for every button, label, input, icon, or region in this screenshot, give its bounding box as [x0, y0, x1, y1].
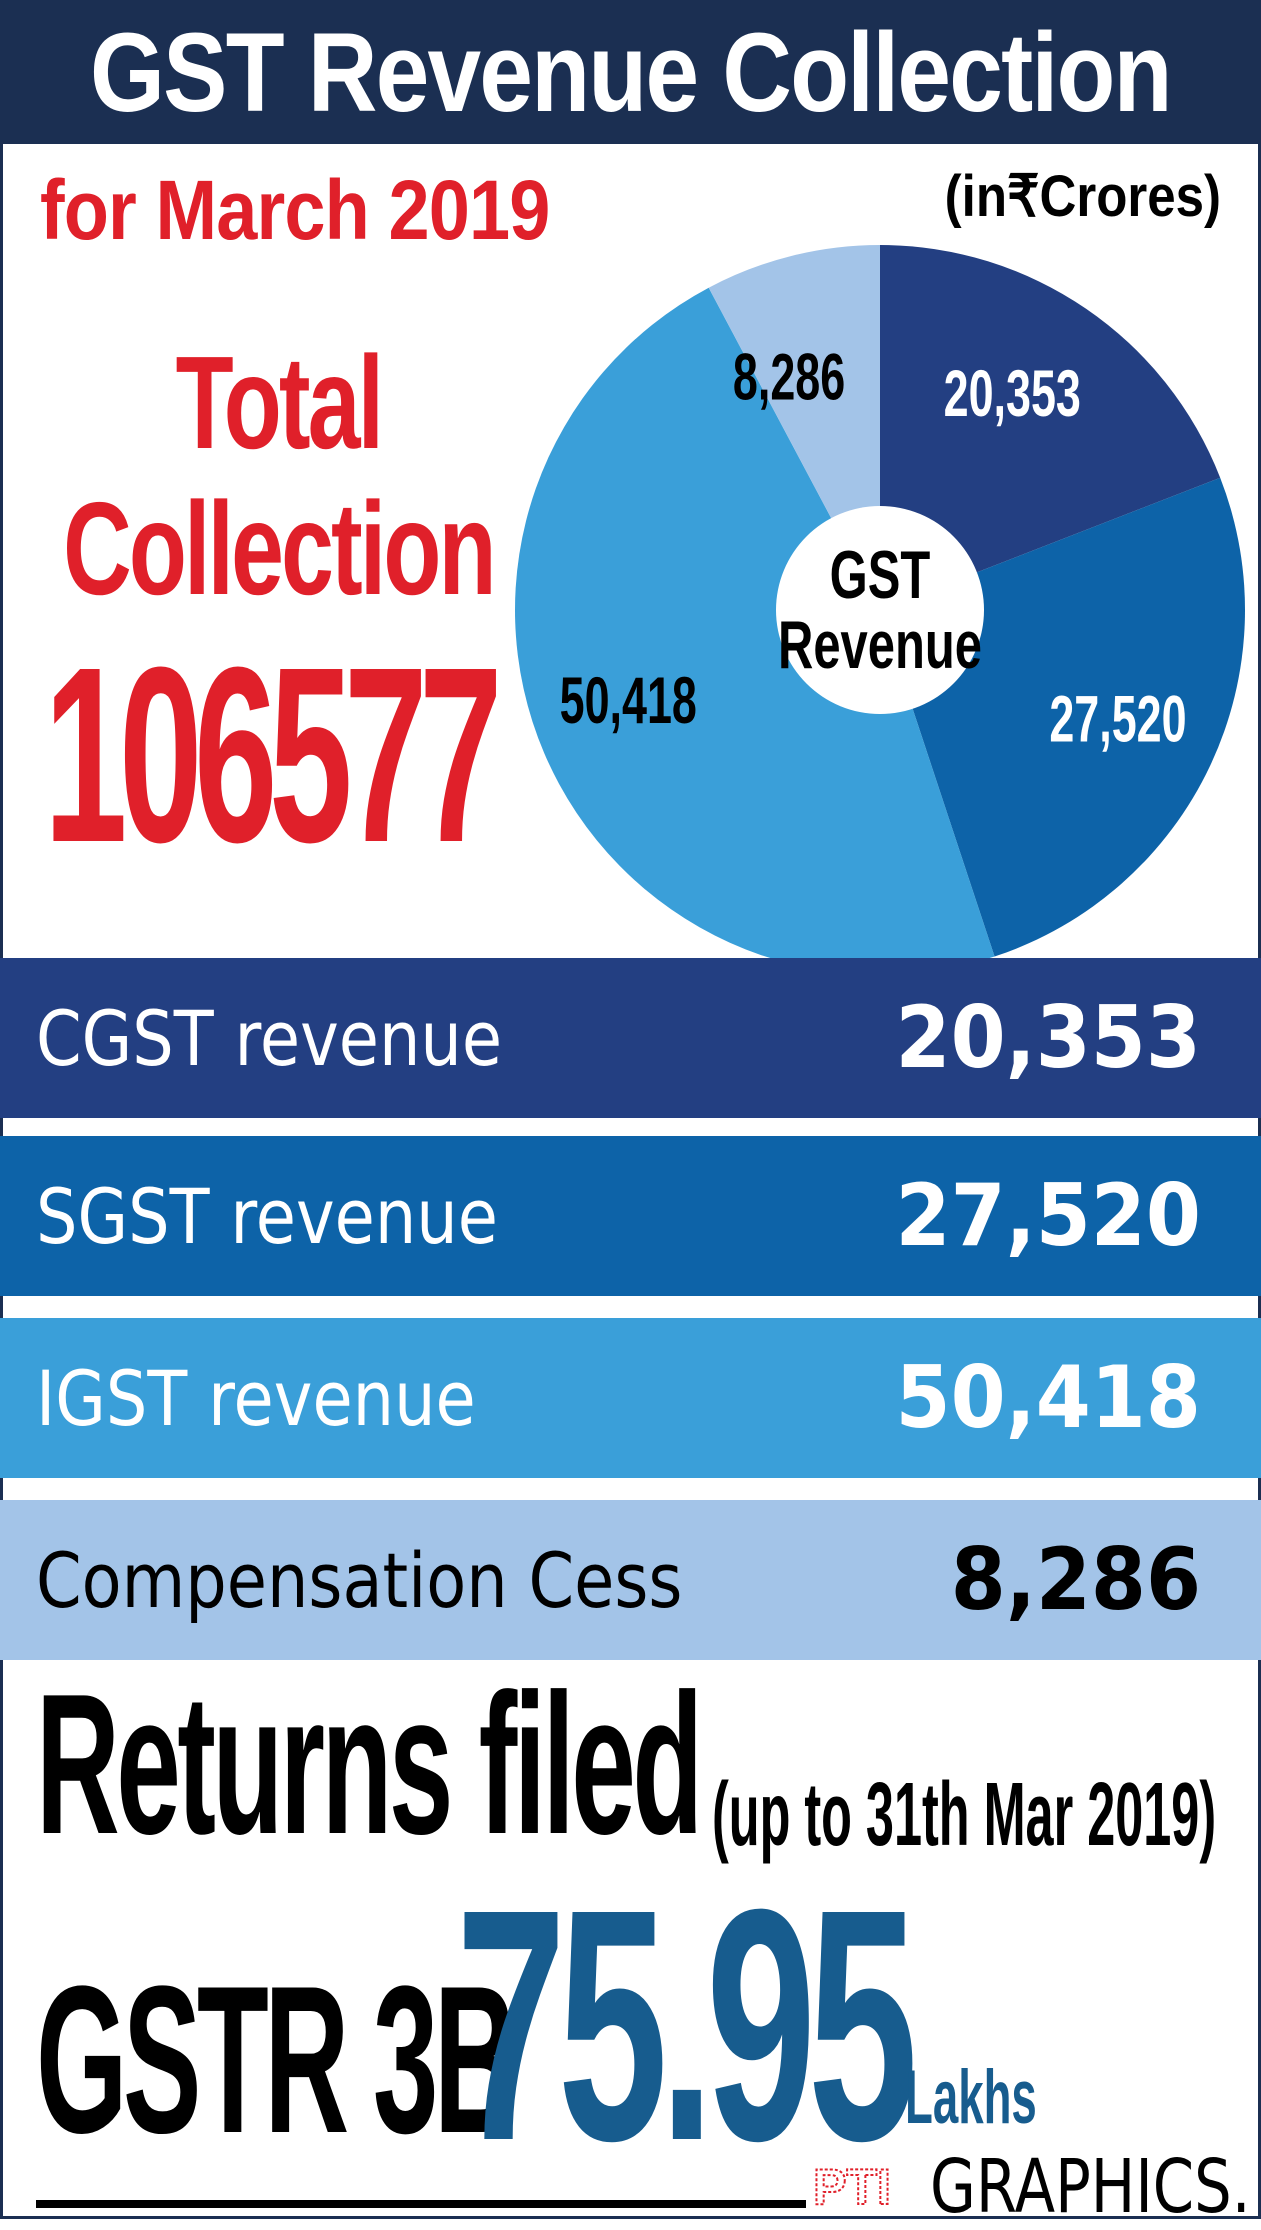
donut-center-hole: [776, 506, 984, 714]
footer-rule: [36, 2200, 806, 2208]
row-cgst-label: CGST revenue: [36, 993, 503, 1083]
donut-slices: [515, 245, 1245, 976]
total-collection-value: 106577: [44, 615, 503, 894]
donut-labels: 20,353 27,520 50,418 8,286: [560, 340, 1187, 756]
donut-slice-igst-revenue: [515, 287, 995, 976]
footer-brand: GRAPHICS.: [930, 2144, 1251, 2230]
row-cess: Compensation Cess 8,286: [0, 1500, 1261, 1660]
units-label: (in₹Crores): [944, 164, 1221, 229]
title-bar: GST Revenue Collection: [0, 0, 1261, 144]
total-label-line1: Total: [175, 329, 384, 476]
row-igst-value: 50,418: [895, 1348, 1201, 1448]
row-sgst: SGST revenue 27,520: [0, 1136, 1261, 1296]
returns-date-note: (up to 31th Mar 2019): [712, 1765, 1217, 1865]
center-label-gst: GST: [830, 536, 931, 613]
pti-logo: PTI: [812, 2158, 892, 2214]
center-label-revenue: Revenue: [778, 606, 982, 683]
total-label-line2: Collection: [63, 475, 496, 622]
row-cgst: CGST revenue 20,353: [0, 958, 1261, 1118]
period-subtitle: for March 2019: [40, 163, 550, 257]
donut-label-compensation-cess: 8,286: [733, 340, 845, 414]
row-cess-value: 8,286: [950, 1530, 1201, 1630]
pti-logo-text: PTI: [813, 2159, 891, 2214]
row-igst: IGST revenue 50,418: [0, 1318, 1261, 1478]
donut-label-sgst-revenue: 27,520: [1049, 682, 1186, 756]
row-igst-label: IGST revenue: [36, 1353, 476, 1443]
row-cess-label: Compensation Cess: [36, 1535, 683, 1625]
page-title: GST Revenue Collection: [90, 9, 1172, 135]
gst-revenue-donut-chart: GST Revenue 20,353 27,520 50,418 8,286: [515, 245, 1245, 976]
gstr-3b-value: 75.95: [456, 1840, 918, 2209]
returns-filed-title: Returns filed: [36, 1653, 703, 1876]
donut-label-cgst-revenue: 20,353: [944, 356, 1081, 430]
gstr-3b-unit: Lakhs: [905, 2055, 1037, 2140]
donut-slice-cgst-revenue: [880, 245, 1221, 610]
total-collection-label: Total Collection: [48, 330, 509, 622]
gstr-3b-label: GSTR 3B: [36, 1942, 519, 2177]
row-cgst-value: 20,353: [895, 988, 1201, 1088]
row-sgst-label: SGST revenue: [36, 1171, 498, 1261]
donut-label-igst-revenue: 50,418: [560, 663, 697, 737]
row-sgst-value: 27,520: [895, 1166, 1201, 1266]
